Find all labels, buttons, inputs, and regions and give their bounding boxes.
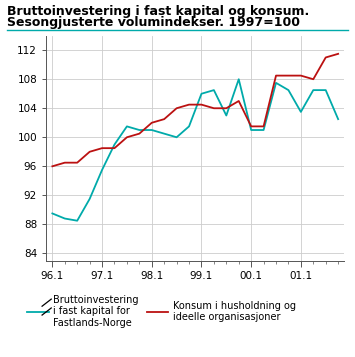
Bruttoinvestering
i fast kapital for
Fastlands-Norge — [249, 128, 253, 132]
Bruttoinvestering
i fast kapital for
Fastlands-Norge — [187, 124, 191, 129]
Konsum i husholdning og
ideelle organisasjoner — [162, 117, 166, 121]
Konsum i husholdning og
ideelle organisasjoner — [324, 55, 328, 60]
Bruttoinvestering
i fast kapital for
Fastlands-Norge — [150, 128, 154, 132]
Konsum i husholdning og
ideelle organisasjoner — [75, 161, 80, 165]
Line: Bruttoinvestering
i fast kapital for
Fastlands-Norge: Bruttoinvestering i fast kapital for Fas… — [53, 79, 338, 221]
Konsum i husholdning og
ideelle organisasjoner — [62, 161, 67, 165]
Konsum i husholdning og
ideelle organisasjoner — [87, 150, 92, 154]
Bruttoinvestering
i fast kapital for
Fastlands-Norge — [336, 117, 340, 121]
Konsum i husholdning og
ideelle organisasjoner — [261, 124, 266, 129]
Bruttoinvestering
i fast kapital for
Fastlands-Norge — [311, 88, 315, 92]
Bruttoinvestering
i fast kapital for
Fastlands-Norge — [261, 128, 266, 132]
Konsum i husholdning og
ideelle organisasjoner — [212, 106, 216, 110]
Bruttoinvestering
i fast kapital for
Fastlands-Norge — [112, 142, 116, 147]
Konsum i husholdning og
ideelle organisasjoner — [236, 99, 241, 103]
Konsum i husholdning og
ideelle organisasjoner — [299, 74, 303, 78]
Konsum i husholdning og
ideelle organisasjoner — [187, 102, 191, 107]
Bruttoinvestering
i fast kapital for
Fastlands-Norge — [224, 114, 229, 118]
Konsum i husholdning og
ideelle organisasjoner — [150, 121, 154, 125]
Konsum i husholdning og
ideelle organisasjoner — [200, 102, 204, 107]
Bruttoinvestering
i fast kapital for
Fastlands-Norge — [236, 77, 241, 81]
Bruttoinvestering
i fast kapital for
Fastlands-Norge — [100, 168, 104, 172]
Konsum i husholdning og
ideelle organisasjoner — [311, 77, 315, 81]
Text: Sesongjusterte volumindekser. 1997=100: Sesongjusterte volumindekser. 1997=100 — [7, 16, 300, 29]
Konsum i husholdning og
ideelle organisasjoner — [112, 146, 116, 150]
Konsum i husholdning og
ideelle organisasjoner — [336, 52, 340, 56]
Konsum i husholdning og
ideelle organisasjoner — [50, 164, 55, 169]
Line: Konsum i husholdning og
ideelle organisasjoner: Konsum i husholdning og ideelle organisa… — [53, 54, 338, 166]
Bruttoinvestering
i fast kapital for
Fastlands-Norge — [274, 81, 278, 85]
Konsum i husholdning og
ideelle organisasjoner — [249, 124, 253, 129]
Text: Bruttoinvestering i fast kapital og konsum.: Bruttoinvestering i fast kapital og kons… — [7, 5, 309, 18]
Bruttoinvestering
i fast kapital for
Fastlands-Norge — [299, 110, 303, 114]
Bruttoinvestering
i fast kapital for
Fastlands-Norge — [212, 88, 216, 92]
Bruttoinvestering
i fast kapital for
Fastlands-Norge — [62, 216, 67, 221]
Konsum i husholdning og
ideelle organisasjoner — [175, 106, 179, 110]
Bruttoinvestering
i fast kapital for
Fastlands-Norge — [75, 218, 80, 223]
Konsum i husholdning og
ideelle organisasjoner — [125, 135, 129, 140]
Bruttoinvestering
i fast kapital for
Fastlands-Norge — [125, 124, 129, 129]
Bruttoinvestering
i fast kapital for
Fastlands-Norge — [87, 197, 92, 201]
Konsum i husholdning og
ideelle organisasjoner — [100, 146, 104, 150]
Konsum i husholdning og
ideelle organisasjoner — [286, 74, 290, 78]
Bruttoinvestering
i fast kapital for
Fastlands-Norge — [286, 88, 290, 92]
Bruttoinvestering
i fast kapital for
Fastlands-Norge — [50, 211, 55, 216]
Bruttoinvestering
i fast kapital for
Fastlands-Norge — [175, 135, 179, 140]
Konsum i husholdning og
ideelle organisasjoner — [224, 106, 229, 110]
Legend: Bruttoinvestering
i fast kapital for
Fastlands-Norge, Konsum i husholdning og
id: Bruttoinvestering i fast kapital for Fas… — [27, 295, 296, 328]
Bruttoinvestering
i fast kapital for
Fastlands-Norge — [162, 131, 166, 136]
Konsum i husholdning og
ideelle organisasjoner — [137, 131, 141, 136]
Konsum i husholdning og
ideelle organisasjoner — [274, 74, 278, 78]
Bruttoinvestering
i fast kapital for
Fastlands-Norge — [137, 128, 141, 132]
Bruttoinvestering
i fast kapital for
Fastlands-Norge — [324, 88, 328, 92]
Bruttoinvestering
i fast kapital for
Fastlands-Norge — [200, 92, 204, 96]
